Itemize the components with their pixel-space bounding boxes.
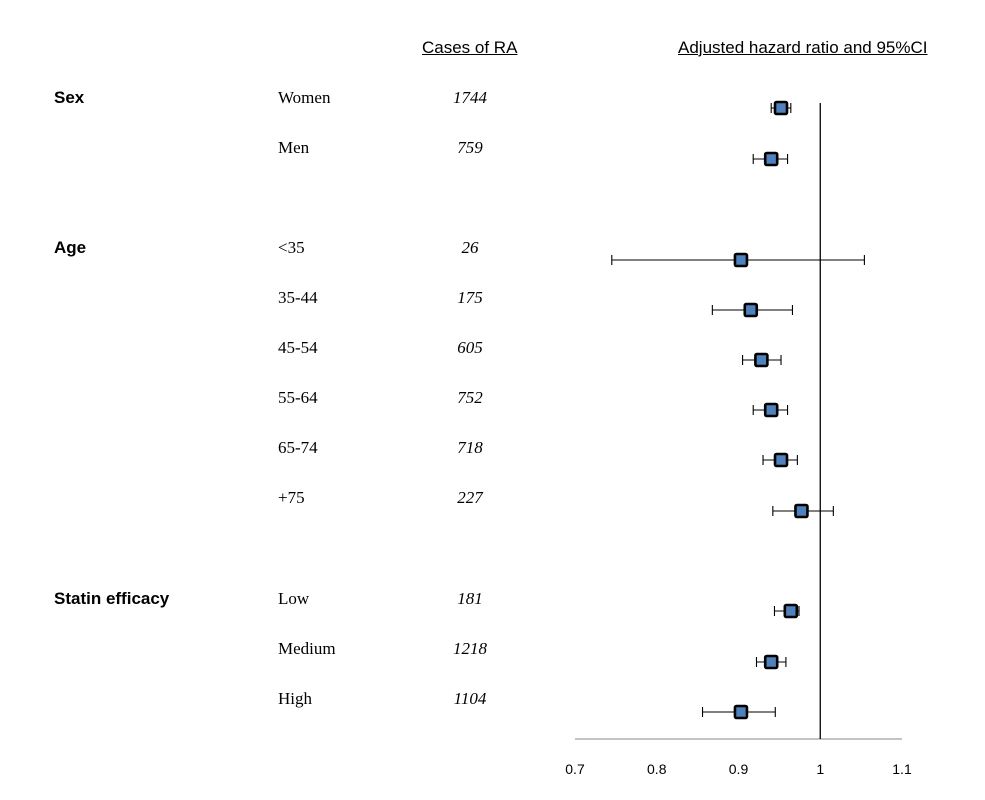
hr-point <box>743 302 759 318</box>
hr-point <box>763 654 779 670</box>
row-label-age-55-64: 55-64 <box>278 388 318 407</box>
row-label-age-65-74: 65-74 <box>278 438 318 457</box>
group-label-sex: Sex <box>54 88 85 107</box>
row-label-age-75-plus: +75 <box>278 488 305 507</box>
x-tick-label: 0.8 <box>647 761 667 777</box>
cases-statin-low: 181 <box>457 589 483 608</box>
row-label-women: Women <box>278 88 331 107</box>
hr-point <box>754 352 769 368</box>
hr-point <box>733 704 749 720</box>
cases-men: 759 <box>457 138 483 157</box>
hr-point <box>733 252 749 268</box>
row-label-statin-high: High <box>278 689 312 708</box>
cases-age-75-plus: 227 <box>457 488 483 507</box>
row-label-age-under-35: <35 <box>278 238 305 257</box>
x-tick-label: 1 <box>816 761 824 777</box>
hr-point <box>773 452 789 468</box>
x-tick-label: 0.9 <box>729 761 749 777</box>
cases-age-55-64: 752 <box>457 388 483 407</box>
hr-point <box>763 151 779 167</box>
cases-women: 1744 <box>453 88 487 107</box>
cases-age-under-35: 26 <box>461 238 479 257</box>
group-label-age: Age <box>54 238 87 257</box>
cases-age-45-54: 605 <box>457 338 483 357</box>
row-label-age-35-44: 35-44 <box>278 288 318 307</box>
cases-header: Cases of RA <box>422 38 518 57</box>
group-label-statin-efficacy: Statin efficacy <box>54 589 170 608</box>
hr-point <box>794 503 809 519</box>
hr-point <box>773 100 789 116</box>
hr-point <box>763 402 779 418</box>
x-tick-label: 1.1 <box>892 761 912 777</box>
row-label-statin-low: Low <box>278 589 310 608</box>
row-label-statin-medium: Medium <box>278 639 336 658</box>
cases-statin-medium: 1218 <box>453 639 487 658</box>
cases-age-65-74: 718 <box>457 438 483 457</box>
x-tick-label: 0.7 <box>565 761 585 777</box>
row-label-age-45-54: 45-54 <box>278 338 318 357</box>
row-label-men: Men <box>278 138 310 157</box>
cases-age-35-44: 175 <box>457 288 483 307</box>
hazard-ratio-header: Adjusted hazard ratio and 95%CI <box>678 38 928 57</box>
cases-statin-high: 1104 <box>453 689 487 708</box>
hr-point <box>783 603 799 619</box>
